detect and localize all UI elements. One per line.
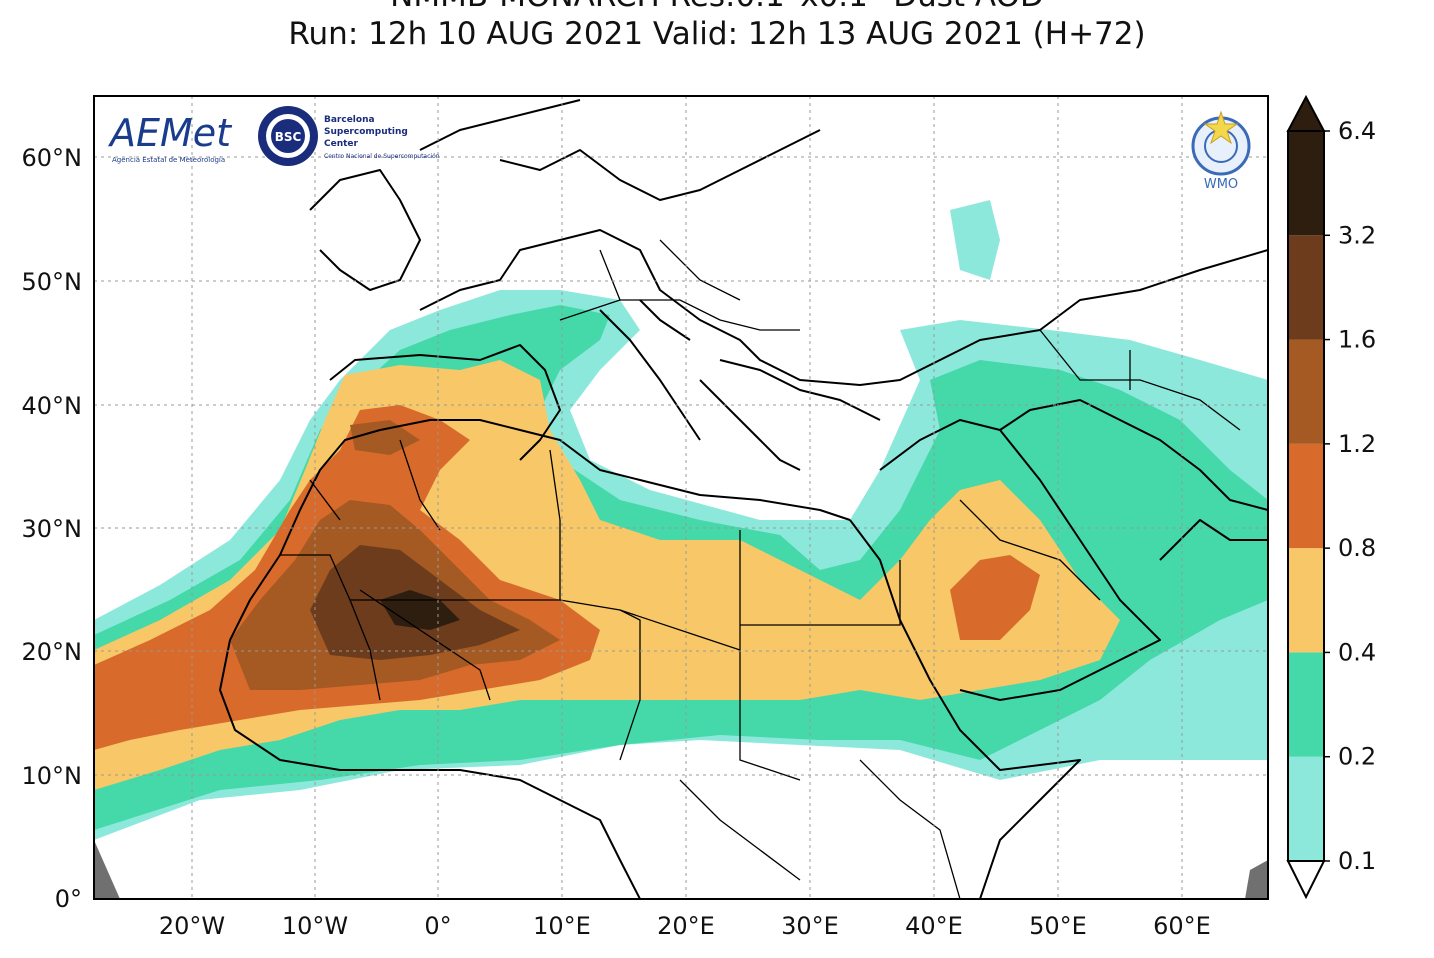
- country-borders: [280, 239, 1241, 899]
- wmo-logo-star-icon: [1203, 110, 1239, 145]
- lat-tick-label: 0°: [55, 885, 82, 913]
- colorbar: 0.1 0.2 0.4 0.8 1.2 1.6 3.2 6.4: [1286, 94, 1376, 900]
- title-area: NMMB-MONARCH Res:0.1°x0.1° Dust AOD Run:…: [0, 0, 1434, 80]
- colorbar-frame: [1287, 130, 1325, 862]
- lat-tick-label: 20°N: [22, 638, 83, 666]
- bsc-logo-badge: BSC: [275, 130, 302, 144]
- bsc-logo: BSC Barcelona Supercomputing Center Cent…: [258, 106, 440, 166]
- bsc-logo-core: [271, 119, 305, 153]
- aemet-logo-name: AEMet: [107, 111, 233, 155]
- lon-tick-label: 40°E: [905, 912, 963, 940]
- lon-tick-label: 10°W: [282, 912, 348, 940]
- colorbar-level-label: 0.8: [1338, 534, 1376, 562]
- bsc-logo-line: Barcelona: [324, 115, 375, 125]
- colorbar-labels: 0.1 0.2 0.4 0.8 1.2 1.6 3.2 6.4: [1324, 117, 1376, 875]
- aemet-logo-subtitle: Agencia Estatal de Meteorología: [112, 156, 225, 164]
- colorbar-segment: [1288, 652, 1324, 757]
- colorbar-segment: [1288, 235, 1324, 340]
- wmo-logo-text: WMO: [1204, 177, 1238, 192]
- colorbar-level-label: 1.2: [1338, 430, 1376, 458]
- lat-tick-label: 60°N: [22, 144, 83, 172]
- product-title: NMMB-MONARCH Res:0.1°x0.1° Dust AOD: [0, 0, 1434, 14]
- map-frame: [93, 95, 1269, 900]
- map-panel: [94, 96, 1268, 899]
- colorbar-extend-max-triangle: [1286, 94, 1326, 132]
- bsc-logo-subtitle: Centro Nacional de Supercomputación: [324, 153, 440, 160]
- graticule: [94, 96, 1268, 899]
- colorbar-extend-min-triangle: [1286, 860, 1326, 900]
- lat-tick-label: 50°N: [22, 268, 83, 296]
- bsc-logo-line: Center: [324, 139, 359, 149]
- lon-tick-label: 20°W: [159, 912, 225, 940]
- lon-tick-labels: 20°W 10°W 0° 10°E 20°E 30°E 40°E 50°E 60…: [159, 912, 1211, 940]
- lon-tick-label: 20°E: [657, 912, 715, 940]
- lon-tick-label: 0°: [424, 912, 451, 940]
- colorbar-segment: [1288, 131, 1324, 236]
- lon-tick-label: 50°E: [1029, 912, 1087, 940]
- colorbar-level-label: 0.4: [1338, 638, 1376, 666]
- run-valid-title: Run: 12h 10 AUG 2021 Valid: 12h 13 AUG 2…: [288, 16, 1146, 52]
- no-data-shading-east: [1245, 860, 1268, 899]
- lon-tick-label: 10°E: [533, 912, 591, 940]
- bsc-logo-line: Supercomputing: [324, 127, 408, 137]
- colorbar-segment: [1288, 443, 1324, 549]
- lat-tick-label: 10°N: [22, 762, 83, 790]
- colorbar-level-label: 0.2: [1338, 743, 1376, 771]
- colorbar-segment: [1288, 339, 1324, 444]
- lat-tick-labels: 0° 10°N 20°N 30°N 40°N 50°N 60°N: [22, 144, 83, 913]
- colorbar-level-label: 6.4: [1338, 117, 1376, 145]
- colorbar-level-label: 3.2: [1338, 221, 1376, 249]
- colorbar-segments: [1288, 131, 1324, 861]
- colorbar-segment: [1288, 756, 1324, 861]
- lon-tick-label: 60°E: [1153, 912, 1211, 940]
- aemet-logo: AEMet Agencia Estatal de Meteorología: [107, 111, 233, 164]
- colorbar-level-label: 1.6: [1338, 326, 1376, 354]
- lon-tick-label: 30°E: [781, 912, 839, 940]
- lat-tick-label: 40°N: [22, 392, 83, 420]
- colorbar-segment: [1288, 548, 1324, 653]
- wmo-logo: WMO: [1191, 110, 1251, 192]
- lat-tick-label: 30°N: [22, 515, 83, 543]
- colorbar-level-label: 0.1: [1338, 847, 1376, 875]
- no-data-shading: [94, 840, 120, 899]
